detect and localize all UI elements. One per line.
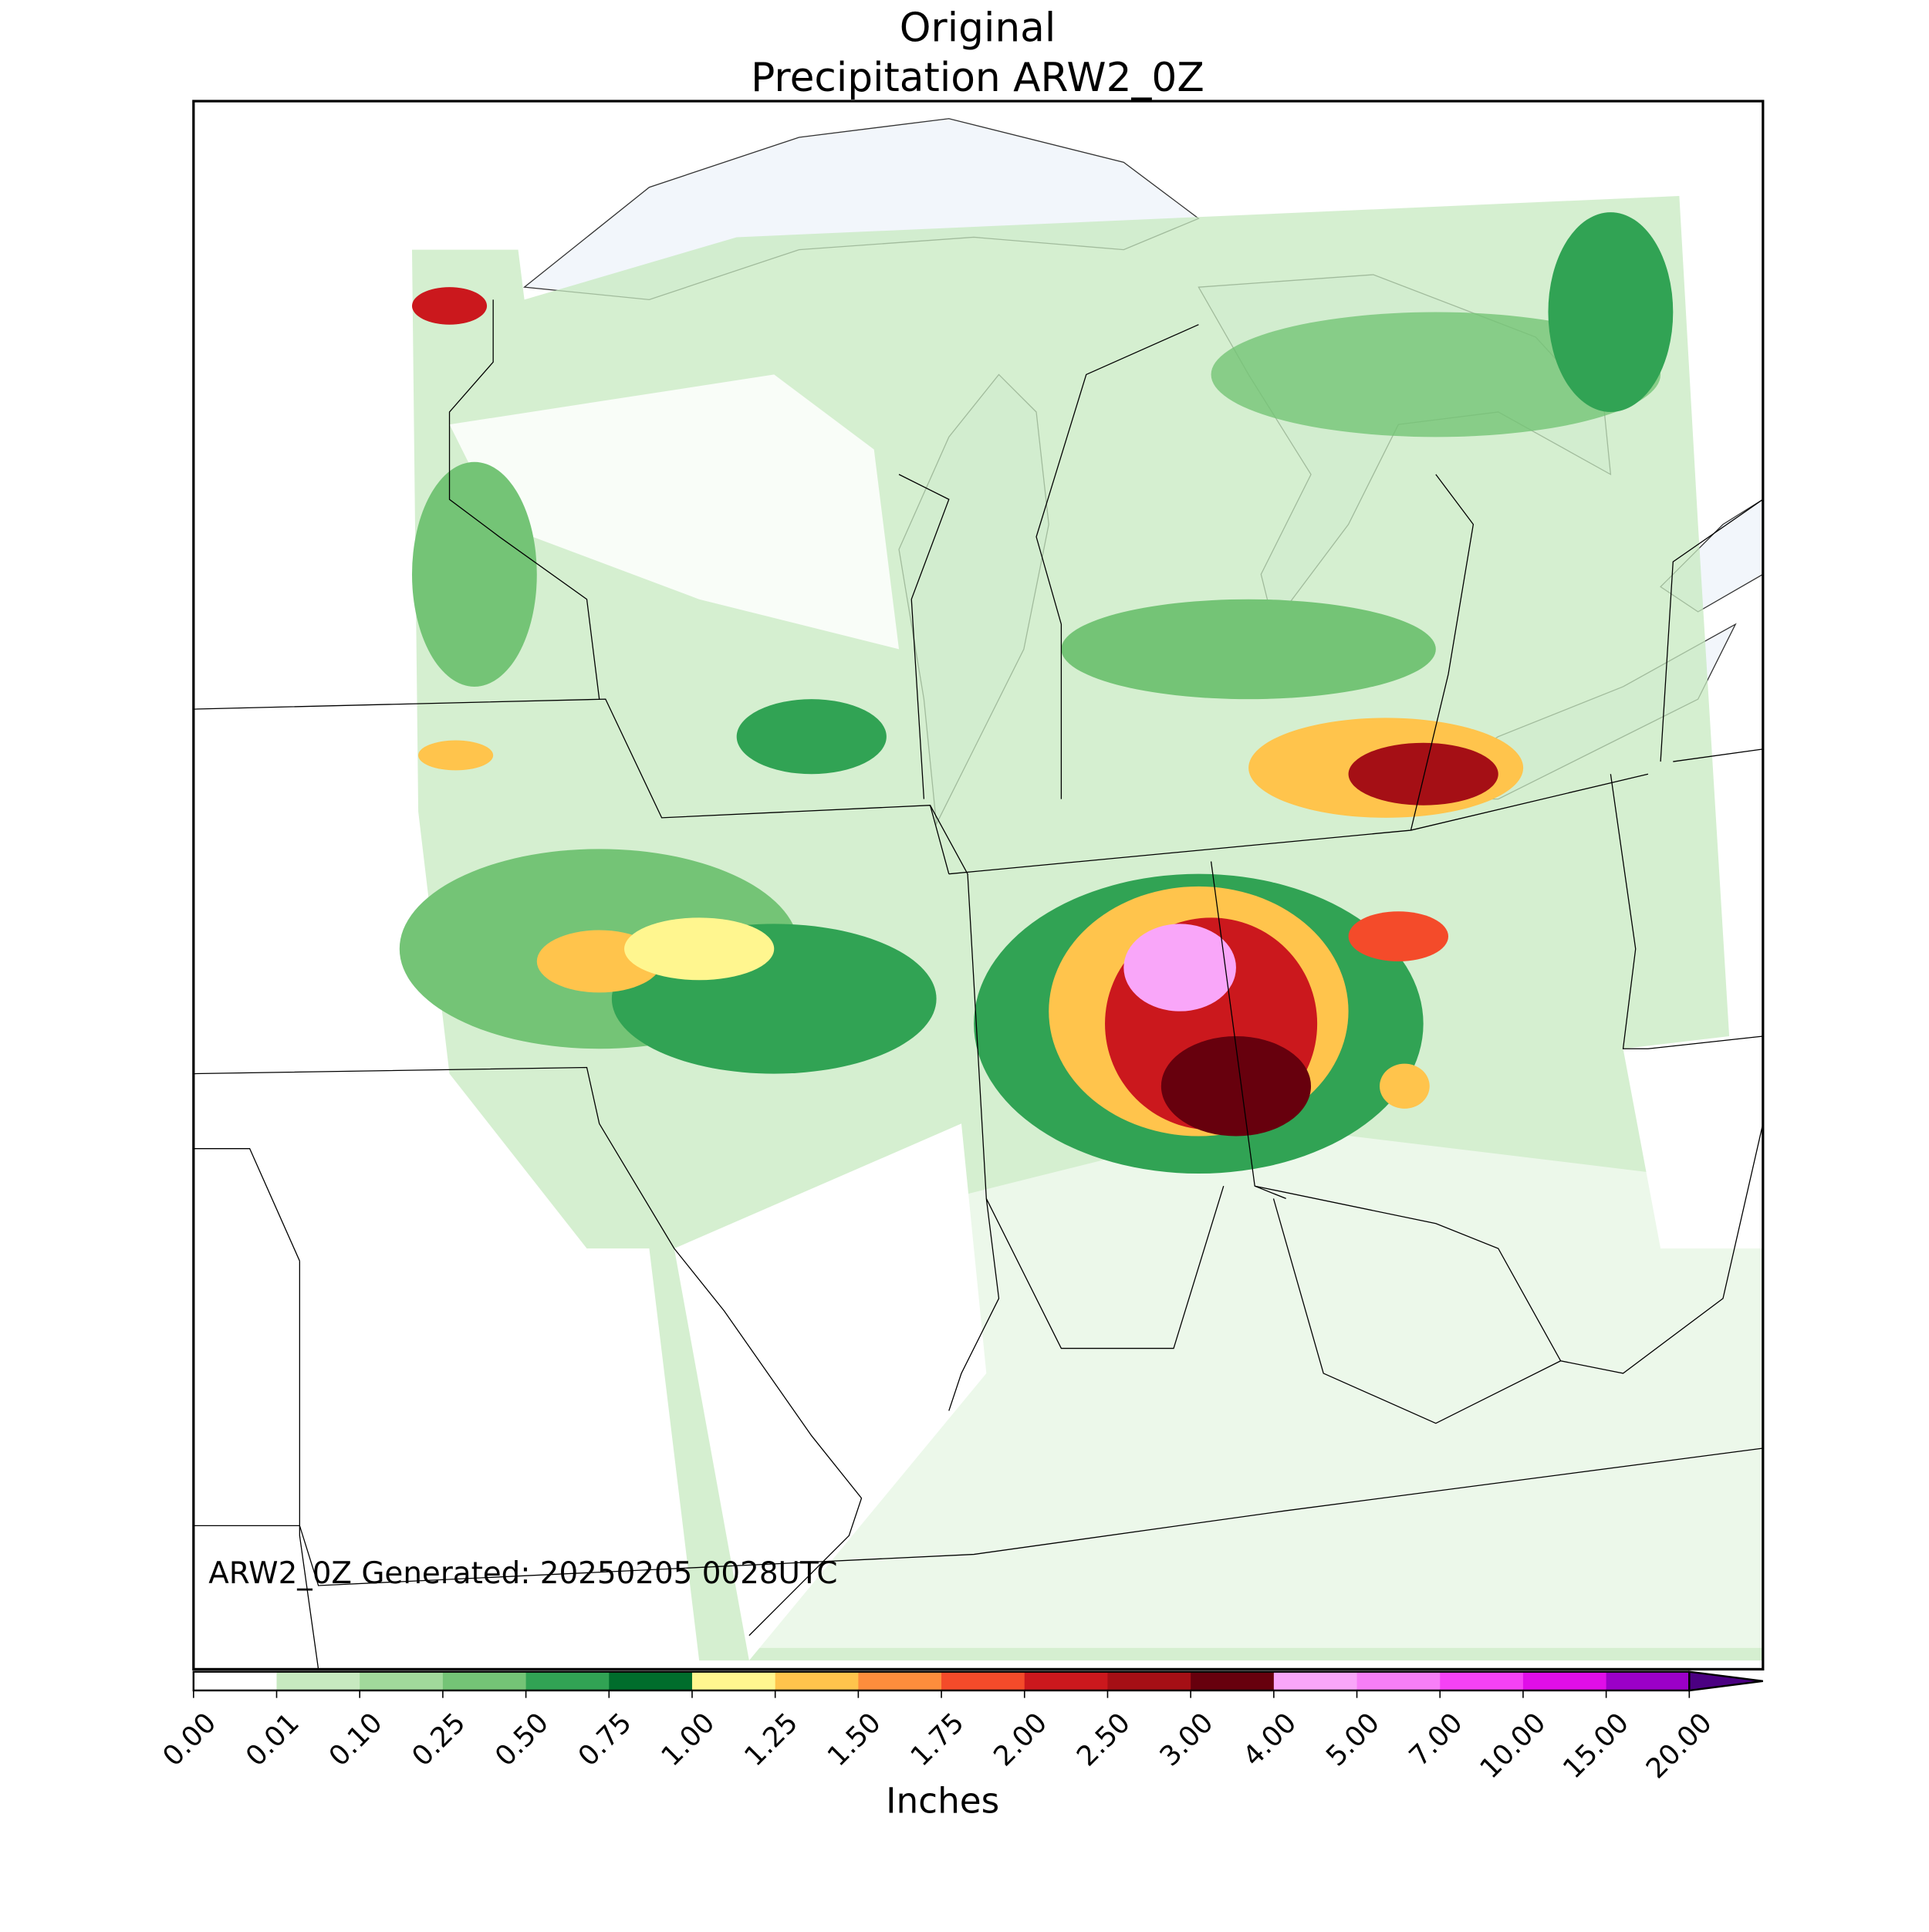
colorbar-segment <box>1606 1671 1690 1690</box>
colorbar-tick-label: 0.01 <box>240 1707 306 1772</box>
colorbar-segment <box>1522 1671 1607 1690</box>
subtitle: Precipitation ARW2_0Z <box>751 55 1204 101</box>
colorbar-segment <box>193 1671 277 1690</box>
colorbar-segment <box>1024 1671 1108 1690</box>
precipitation-field <box>399 196 1763 1661</box>
colorbar-tick-label: 2.00 <box>988 1707 1053 1772</box>
colorbar-segment <box>276 1671 360 1690</box>
colorbar-segment <box>442 1671 527 1690</box>
colorbar-tick-label: 1.00 <box>655 1707 721 1772</box>
map-frame <box>192 100 1765 1671</box>
colorbar: 0.00 0.01 0.10 0.25 0.50 0.75 1.00 1.25 1.50 1.75… <box>157 1670 1763 1785</box>
colorbar-segment <box>1191 1671 1275 1690</box>
colorbar-tick-label: 10.00 <box>1474 1707 1552 1785</box>
colorbar-segment <box>1356 1671 1441 1690</box>
colorbar-tick-label: 3.00 <box>1154 1707 1220 1772</box>
colorbar-segment <box>775 1671 859 1690</box>
colorbar-segment <box>1107 1671 1191 1690</box>
colorbar-tick-label: 0.75 <box>573 1707 638 1772</box>
colorbar-tick-label: 20.00 <box>1640 1707 1718 1785</box>
colorbar-segment <box>1273 1671 1358 1690</box>
colorbar-segment <box>691 1671 776 1690</box>
colorbar-extend <box>1688 1670 1763 1692</box>
title: Original <box>900 5 1056 51</box>
colorbar-tick-label: 2.50 <box>1071 1707 1137 1772</box>
colorbar-segment <box>1440 1671 1524 1690</box>
colorbar-tick-label: 15.00 <box>1557 1707 1635 1785</box>
colorbar-tick-label: 1.25 <box>738 1707 804 1772</box>
colorbar-label: Inches <box>886 1781 999 1822</box>
colorbar-tick-label: 1.75 <box>904 1707 970 1772</box>
annotation: ARW2_0Z Generated: 20250205 0028UTC <box>208 1556 837 1591</box>
colorbar-segment <box>858 1671 942 1690</box>
colorbar-tick-label: 4.00 <box>1237 1707 1302 1772</box>
colorbar-tick-label: 0.10 <box>323 1707 389 1772</box>
colorbar-tick-label: 0.00 <box>157 1707 222 1772</box>
colorbar-tick-label: 1.50 <box>822 1707 887 1772</box>
colorbar-tick-label: 7.00 <box>1404 1707 1469 1772</box>
colorbar-tick-label: 0.50 <box>489 1707 555 1772</box>
map <box>193 118 1763 1670</box>
colorbar-segment <box>941 1671 1025 1690</box>
colorbar-segment <box>609 1671 693 1690</box>
colorbar-tick-label: 0.25 <box>406 1707 471 1772</box>
colorbar-segment <box>360 1671 444 1690</box>
colorbar-segment <box>525 1671 610 1690</box>
colorbar-tick-label: 5.00 <box>1320 1707 1386 1772</box>
